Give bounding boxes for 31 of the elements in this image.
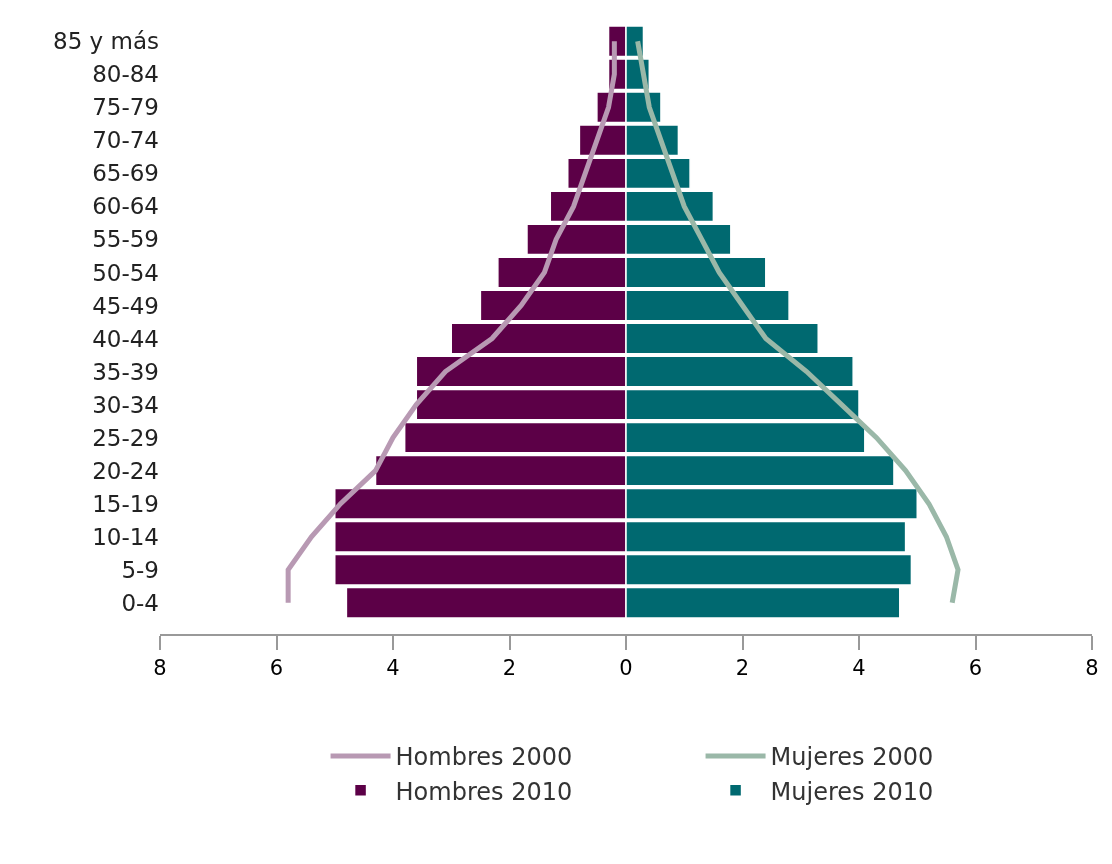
y-tick-label: 75-79 bbox=[92, 94, 159, 121]
x-tick-label: 8 bbox=[1085, 656, 1099, 681]
legend-label: Mujeres 2010 bbox=[770, 777, 934, 806]
y-tick-label: 50-54 bbox=[92, 259, 159, 286]
x-tick-label: 0 bbox=[619, 656, 633, 681]
y-tick-label: 70-74 bbox=[92, 127, 159, 154]
y-tick-label: 85 y más bbox=[53, 28, 159, 55]
y-tick-label: 35-39 bbox=[92, 358, 159, 385]
x-tick-label: 2 bbox=[502, 656, 517, 681]
legend-label: Mujeres 2000 bbox=[770, 743, 934, 772]
y-tick-label: 25-29 bbox=[92, 424, 159, 451]
x-tick-label: 6 bbox=[968, 656, 983, 681]
y-tick-label: 45-49 bbox=[92, 292, 159, 319]
y-tick-label: 60-64 bbox=[92, 193, 159, 220]
x-tick-label: 2 bbox=[735, 656, 750, 681]
y-tick-label: 40-44 bbox=[92, 325, 159, 352]
y-tick-label: 5-9 bbox=[121, 556, 159, 583]
y-tick-label: 0-4 bbox=[121, 589, 159, 616]
y-tick-label: 55-59 bbox=[92, 226, 159, 253]
y-tick-label: 15-19 bbox=[92, 490, 159, 517]
x-tick-label: 8 bbox=[153, 656, 167, 681]
y-tick-label: 65-69 bbox=[92, 160, 159, 187]
y-tick-label: 10-14 bbox=[92, 523, 159, 550]
y-tick-label: 20-24 bbox=[92, 457, 159, 484]
y-tick-label: 30-34 bbox=[92, 391, 159, 418]
legend-label: Hombres 2010 bbox=[395, 777, 573, 806]
y-tick-label: 80-84 bbox=[92, 61, 159, 88]
legend-label: Hombres 2000 bbox=[395, 743, 573, 772]
x-tick-label: 4 bbox=[852, 656, 866, 681]
x-tick-label: 4 bbox=[386, 656, 400, 681]
x-tick-label: 6 bbox=[269, 656, 284, 681]
